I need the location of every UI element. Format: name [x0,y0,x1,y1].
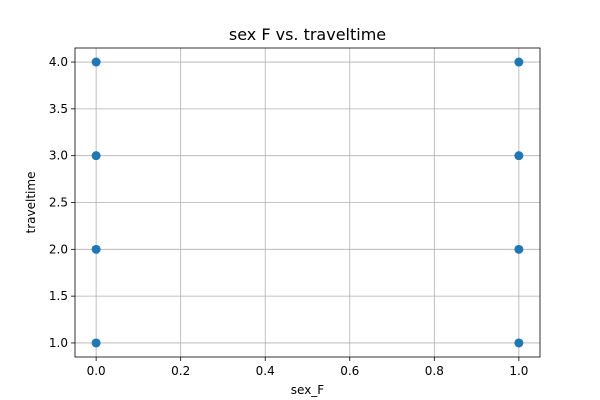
scatter-point [91,151,101,161]
y-axis-label: traveltime [24,172,38,234]
scatter-point [514,338,524,348]
scatter-point [514,151,524,161]
data-points [91,57,524,348]
x-tick-label: 1.0 [509,364,528,378]
scatter-point [91,338,101,348]
y-tick-label: 4.0 [49,55,68,69]
x-tick-label: 0.4 [256,364,275,378]
x-axis-label: sex_F [291,383,325,397]
x-tick-label: 0.8 [425,364,444,378]
y-tick-label: 2.5 [49,196,68,210]
scatter-point [514,244,524,254]
scatter-point [514,57,524,67]
scatter-point [91,244,101,254]
x-tick-label: 0.6 [340,364,359,378]
x-tick-label: 0.2 [171,364,190,378]
ticks: 0.0 0.2 0.4 0.6 0.8 1.0 1.0 1.5 2.0 2.5 3.0 3.5 4.0 [49,55,529,378]
y-tick-label: 3.0 [49,149,68,163]
chart-title: sex F vs. traveltime [229,25,386,44]
x-tick-label: 0.0 [87,364,106,378]
grid [75,48,540,357]
y-tick-label: 1.5 [49,289,68,303]
y-tick-label: 2.0 [49,242,68,256]
y-tick-label: 3.5 [49,102,68,116]
scatter-point [91,57,101,67]
y-tick-label: 1.0 [49,336,68,350]
